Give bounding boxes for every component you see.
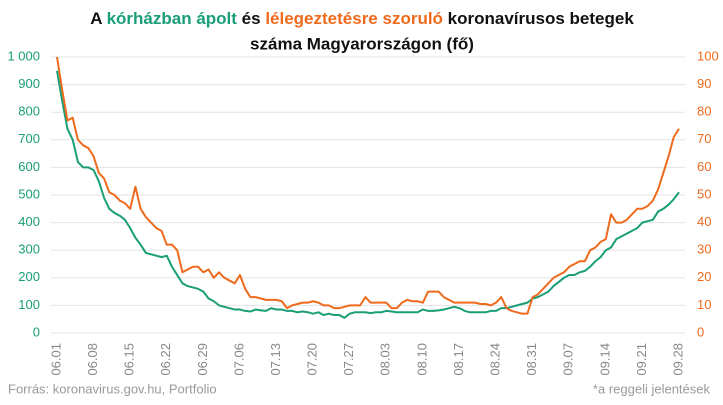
x-tick-label: 06.08 <box>85 343 100 376</box>
y-tick-label: 400 <box>18 214 40 229</box>
y-tick-label: 600 <box>18 159 40 174</box>
x-tick-label: 09.21 <box>634 343 649 376</box>
title-part: és <box>237 9 265 28</box>
x-tick-label: 06.01 <box>48 343 63 376</box>
chart-title: A kórházban ápolt és lélegeztetésre szor… <box>90 9 634 28</box>
x-tick-label: 08.24 <box>487 343 502 376</box>
x-tick-label: 09.28 <box>670 343 685 376</box>
y-tick-label: 800 <box>18 104 40 119</box>
y-tick-label: 0 <box>33 324 40 339</box>
y-tick-label: 900 <box>18 76 40 91</box>
y2-tick-label: 80 <box>697 104 711 119</box>
y2-tick-label: 20 <box>697 269 711 284</box>
y2-tick-label: 50 <box>697 186 711 201</box>
y2-tick-label: 100 <box>697 48 719 63</box>
y-tick-label: 100 <box>18 297 40 312</box>
y2-tick-label: 90 <box>697 76 711 91</box>
x-tick-label: 06.22 <box>158 343 173 376</box>
x-tick-label: 07.06 <box>231 343 246 376</box>
chart-title: száma Magyarországon (fő) <box>250 34 474 53</box>
y2-tick-label: 70 <box>697 131 711 146</box>
source: Forrás: koronavirus.gov.hu, Portfolio <box>8 381 217 396</box>
y2-tick-label: 60 <box>697 159 711 174</box>
y-tick-label: 500 <box>18 186 40 201</box>
y-tick-label: 300 <box>18 242 40 257</box>
y2-tick-label: 40 <box>697 214 711 229</box>
x-tick-label: 08.17 <box>451 343 466 376</box>
x-tick-label: 09.07 <box>561 343 576 376</box>
y-tick-label: 200 <box>18 269 40 284</box>
x-tick-label: 07.20 <box>305 343 320 376</box>
y2-tick-label: 10 <box>697 297 711 312</box>
x-tick-label: 08.03 <box>378 343 393 376</box>
x-tick-label: 09.14 <box>597 343 612 376</box>
y2-tick-label: 30 <box>697 242 711 257</box>
x-tick-label: 07.13 <box>268 343 283 376</box>
y2-tick-label: 0 <box>697 324 704 339</box>
y-tick-label: 1 000 <box>7 48 40 63</box>
title-part: kórházban ápolt <box>107 9 238 28</box>
series-line <box>56 70 680 319</box>
x-tick-label: 06.15 <box>122 343 137 376</box>
title-part: A <box>90 9 106 28</box>
title-part: lélegeztetésre szoruló <box>265 9 443 28</box>
series-line <box>56 56 680 315</box>
title-part: koronavírusos betegek <box>443 9 634 28</box>
x-tick-label: 06.29 <box>195 343 210 376</box>
x-tick-label: 08.31 <box>524 343 539 376</box>
x-tick-label: 07.27 <box>341 343 356 376</box>
note: *a reggeli jelentések <box>593 381 711 396</box>
x-tick-label: 08.10 <box>414 343 429 376</box>
y-tick-label: 700 <box>18 131 40 146</box>
